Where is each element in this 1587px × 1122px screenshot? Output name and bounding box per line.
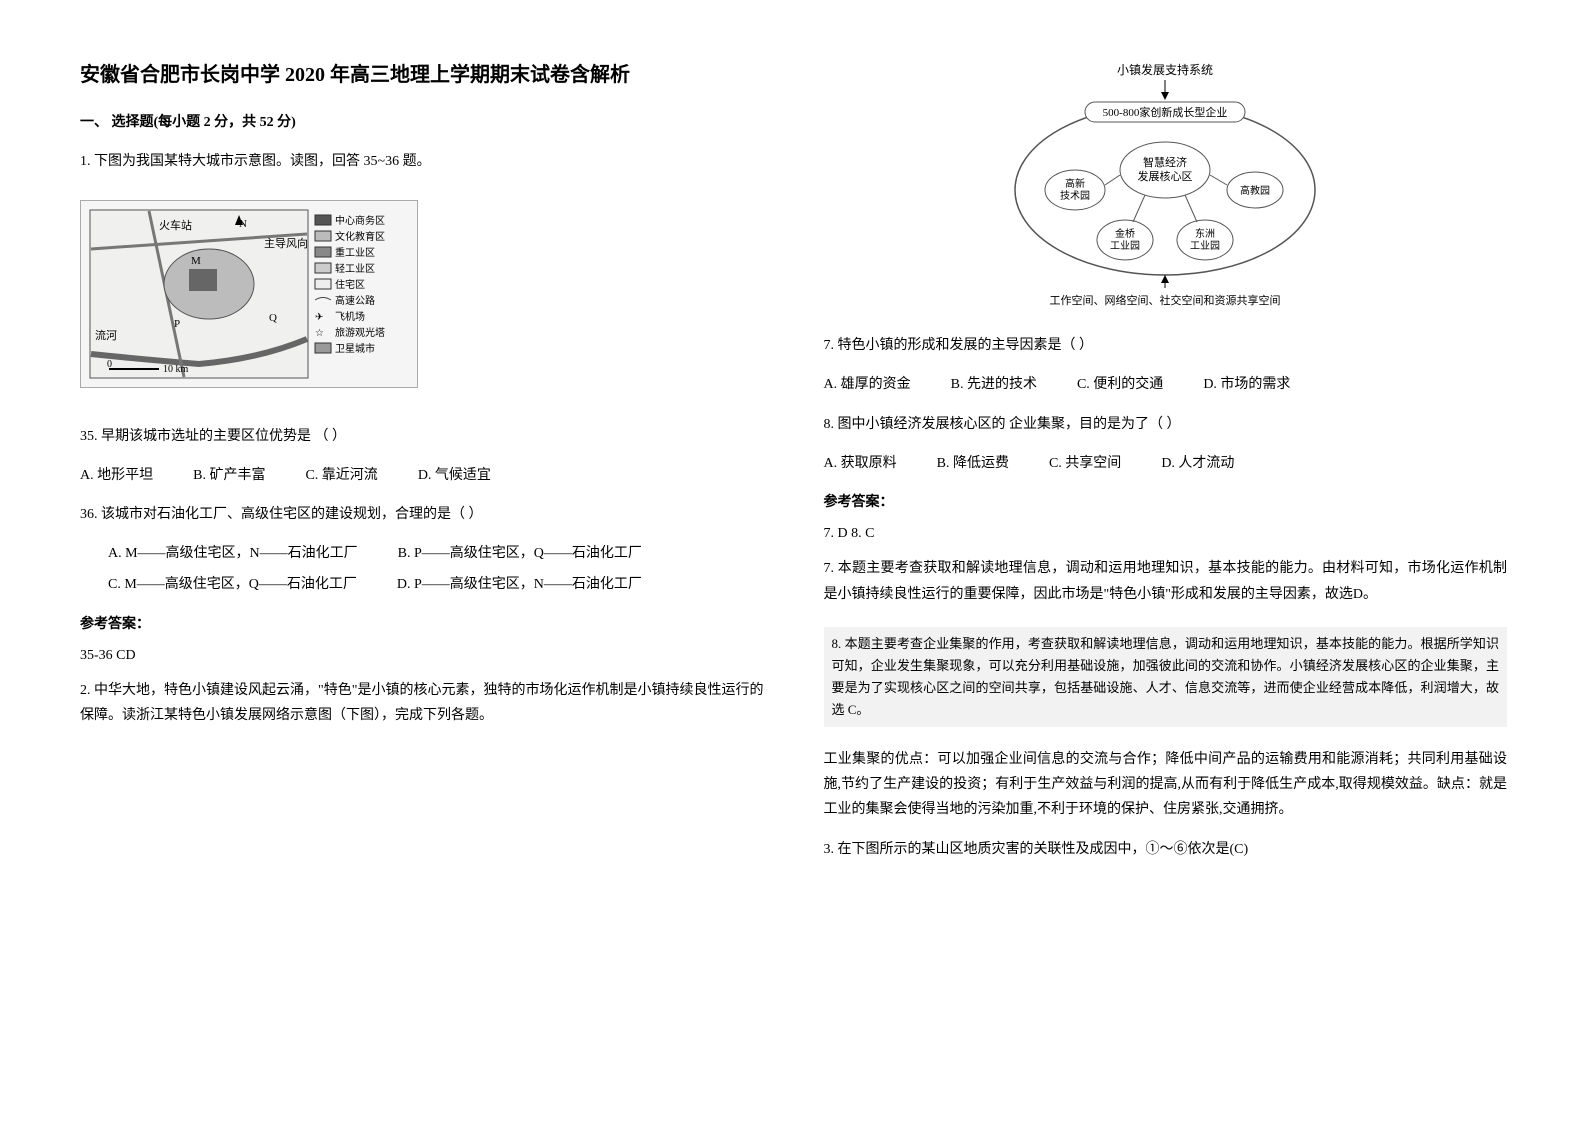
svg-text:P: P: [174, 318, 180, 330]
q8-options: A. 获取原料 B. 降低运费 C. 共享空间 D. 人才流动: [824, 451, 1508, 476]
svg-text:发展核心区: 发展核心区: [1138, 169, 1193, 183]
q7-options: A. 雄厚的资金 B. 先进的技术 C. 便利的交通 D. 市场的需求: [824, 372, 1508, 397]
svg-text:中心商务区: 中心商务区: [335, 214, 385, 227]
svg-text:轻工业区: 轻工业区: [335, 262, 375, 275]
section-header: 一、 选择题(每小题 2 分，共 52 分): [80, 110, 764, 135]
svg-text:文化教育区: 文化教育区: [335, 230, 385, 243]
exp8-scan: 8. 本题主要考查企业集聚的作用，考查获取和解读地理信息，调动和运用地理知识，基…: [824, 627, 1508, 727]
svg-text:0: 0: [107, 359, 112, 370]
q7-stem: 7. 特色小镇的形成和发展的主导因素是（ ）: [824, 333, 1508, 358]
svg-text:工作空间、网络空间、社交空间和资源共享空间: 工作空间、网络空间、社交空间和资源共享空间: [1050, 293, 1281, 307]
q8-opt-d: D. 人才流动: [1161, 451, 1234, 476]
q1-stem: 1. 下图为我国某特大城市示意图。读图，回答 35~36 题。: [80, 149, 764, 174]
q8-stem: 8. 图中小镇经济发展核心区的 企业集聚，目的是为了（ ）: [824, 412, 1508, 437]
svg-text:☆: ☆: [315, 328, 324, 339]
cluster-note: 工业集聚的优点：可以加强企业间信息的交流与合作；降低中间产品的运输费用和能源消耗…: [824, 747, 1508, 823]
svg-text:高教园: 高教园: [1240, 184, 1270, 197]
q8-opt-b: B. 降低运费: [937, 451, 1009, 476]
svg-text:重工业区: 重工业区: [335, 246, 375, 259]
map-train-label: 火车站: [159, 218, 192, 232]
q35-stem: 35. 早期该城市选址的主要区位优势是 （ ）: [80, 424, 764, 449]
ans1: 35-36 CD: [80, 643, 764, 668]
svg-text:小镇发展支持系统: 小镇发展支持系统: [1117, 62, 1213, 77]
exp7: 7. 本题主要考查获取和解读地理信息，调动和运用地理知识，基本技能的能力。由材料…: [824, 556, 1508, 606]
q2-stem: 2. 中华大地，特色小镇建设风起云涌，"特色"是小镇的核心元素，独特的市场化运作…: [80, 678, 764, 728]
svg-text:飞机场: 飞机场: [335, 310, 365, 323]
city-map-figure: 火车站 主导风向 N M P Q 流河 0 10 km 中心商务区 文化教育区 …: [80, 200, 418, 388]
exam-title: 安徽省合肥市长岗中学 2020 年高三地理上学期期末试卷含解析: [80, 60, 764, 90]
q8-opt-a: A. 获取原料: [824, 451, 897, 476]
map-wind-label: 主导风向: [264, 236, 308, 250]
q35-opt-b: B. 矿产丰富: [193, 463, 265, 488]
city-map-svg: 火车站 主导风向 N M P Q 流河 0 10 km 中心商务区 文化教育区 …: [89, 209, 409, 379]
q36-stem: 36. 该城市对石油化工厂、高级住宅区的建设规划，合理的是（ ）: [80, 502, 764, 527]
svg-text:工业园: 工业园: [1110, 240, 1140, 252]
q36-options: A. M——高级住宅区，N——石油化工厂B. P——高级住宅区，Q——石油化工厂…: [80, 541, 764, 597]
q7-opt-b: B. 先进的技术: [951, 372, 1037, 397]
right-column: 小镇发展支持系统 500-800家创新成长型企业 智慧经济 发展核心区 高新技术…: [824, 60, 1508, 1062]
svg-text:10 km: 10 km: [163, 364, 189, 375]
svg-text:旅游观光塔: 旅游观光塔: [335, 326, 385, 339]
svg-text:流河: 流河: [95, 328, 117, 342]
svg-text:✈: ✈: [315, 312, 323, 323]
q35-opt-d: D. 气候适宜: [418, 463, 491, 488]
q7-opt-d: D. 市场的需求: [1203, 372, 1290, 397]
svg-text:M: M: [191, 255, 201, 267]
svg-text:东洲: 东洲: [1195, 227, 1215, 240]
ans1-head: 参考答案：: [80, 612, 764, 637]
svg-text:Q: Q: [269, 312, 277, 324]
svg-text:工业园: 工业园: [1190, 240, 1220, 252]
svg-text:技术园: 技术园: [1060, 189, 1090, 202]
q35-opt-c: C. 靠近河流: [305, 463, 377, 488]
ans2: 7. D 8. C: [824, 521, 1508, 546]
q7-opt-a: A. 雄厚的资金: [824, 372, 911, 397]
network-svg: 小镇发展支持系统 500-800家创新成长型企业 智慧经济 发展核心区 高新技术…: [1005, 60, 1325, 310]
svg-text:卫星城市: 卫星城市: [335, 342, 375, 355]
svg-text:金桥: 金桥: [1115, 227, 1135, 240]
svg-text:智慧经济: 智慧经济: [1143, 155, 1187, 169]
q35-opt-a: A. 地形平坦: [80, 463, 153, 488]
left-column: 安徽省合肥市长岗中学 2020 年高三地理上学期期末试卷含解析 一、 选择题(每…: [80, 60, 764, 1062]
svg-text:住宅区: 住宅区: [335, 278, 365, 291]
svg-text:500-800家创新成长型企业: 500-800家创新成长型企业: [1103, 105, 1228, 119]
svg-text:高速公路: 高速公路: [335, 294, 375, 307]
q35-options: A. 地形平坦 B. 矿产丰富 C. 靠近河流 D. 气候适宜: [80, 463, 764, 488]
q8-opt-c: C. 共享空间: [1049, 451, 1121, 476]
q3-stem: 3. 在下图所示的某山区地质灾害的关联性及成因中，①～⑥依次是(C): [824, 837, 1508, 862]
network-diagram: 小镇发展支持系统 500-800家创新成长型企业 智慧经济 发展核心区 高新技术…: [824, 60, 1508, 319]
svg-text:高新: 高新: [1065, 177, 1085, 190]
ans2-head: 参考答案：: [824, 490, 1508, 515]
q7-opt-c: C. 便利的交通: [1077, 372, 1163, 397]
